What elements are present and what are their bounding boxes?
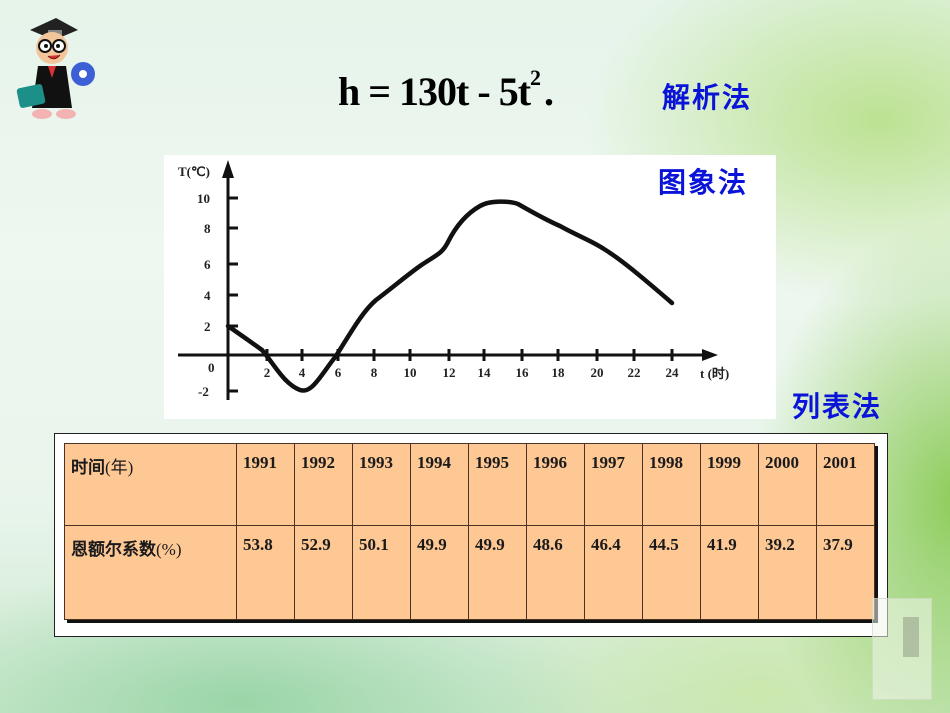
engel-cell: 49.9 <box>410 525 469 620</box>
formula-equals: = <box>368 69 391 114</box>
y-tick-label: 10 <box>197 191 210 206</box>
year-cell: 1998 <box>642 443 701 526</box>
engel-table-frame: 时间(年) 1991 1992 1993 1994 1995 1996 1997… <box>54 433 888 637</box>
x-tick-label: 18 <box>552 365 566 380</box>
temperature-chart: T(℃) 10 8 6 4 2 0 -2 2 4 6 8 10 12 14 16… <box>164 155 776 419</box>
table-row-year: 时间(年) 1991 1992 1993 1994 1995 1996 1997… <box>64 443 875 526</box>
engel-cell: 52.9 <box>294 525 353 620</box>
row-header-engel: 恩额尔系数(%) <box>64 525 237 620</box>
chart-svg: T(℃) 10 8 6 4 2 0 -2 2 4 6 8 10 12 14 16… <box>178 160 729 400</box>
year-cell: 1997 <box>584 443 643 526</box>
temperature-curve <box>225 199 675 393</box>
table-row-engel: 恩额尔系数(%) 53.8 52.9 50.1 49.9 49.9 48.6 4… <box>64 525 875 620</box>
formula-terminator: . <box>544 69 554 114</box>
formula-expression: 130t - 5t <box>399 69 531 114</box>
x-tick-label: 8 <box>371 365 378 380</box>
y-axis-arrow-icon <box>222 160 234 178</box>
year-cell: 1999 <box>700 443 759 526</box>
year-cell: 1993 <box>352 443 411 526</box>
engel-cell: 39.2 <box>758 525 817 620</box>
origin-label: 0 <box>208 360 215 375</box>
y-axis-title: T(℃) <box>178 164 210 179</box>
y-tick-label: -2 <box>198 384 209 399</box>
engel-cell: 50.1 <box>352 525 411 620</box>
x-tick-label: 16 <box>516 365 530 380</box>
engel-coefficient-table: 时间(年) 1991 1992 1993 1994 1995 1996 1997… <box>64 443 875 620</box>
formula: h = 130t - 5t2. <box>338 64 554 115</box>
x-tick-label: 12 <box>443 365 456 380</box>
year-cell: 2000 <box>758 443 817 526</box>
engel-cell: 49.9 <box>468 525 527 620</box>
engel-cell: 44.5 <box>642 525 701 620</box>
engel-cell: 53.8 <box>236 525 295 620</box>
year-cell: 1995 <box>468 443 527 526</box>
year-cell: 1996 <box>526 443 585 526</box>
x-tick-label: 4 <box>299 365 306 380</box>
table-method-label: 列表法 <box>792 390 883 423</box>
year-cell: 1994 <box>410 443 469 526</box>
y-tick-label: 6 <box>204 257 211 272</box>
row-header-unit: (%) <box>156 540 182 559</box>
x-axis-arrow-icon <box>702 349 718 361</box>
engel-cell: 37.9 <box>816 525 875 620</box>
analytic-method-label: 解析法 <box>662 81 753 114</box>
graph-method-label: 图象法 <box>658 166 749 199</box>
x-tick-label: 6 <box>335 365 342 380</box>
y-tick-label: 4 <box>204 288 211 303</box>
x-tick-label: 22 <box>628 365 641 380</box>
graduate-mascot-icon <box>16 18 95 119</box>
x-tick-label: 2 <box>264 365 271 380</box>
engel-cell: 48.6 <box>526 525 585 620</box>
year-cell: 2001 <box>816 443 875 526</box>
row-header-text: 时间 <box>71 458 105 478</box>
x-tick-label: 14 <box>478 365 492 380</box>
engel-cell: 46.4 <box>584 525 643 620</box>
door-decoration-icon <box>872 598 932 700</box>
year-cell: 1992 <box>294 443 353 526</box>
year-cell: 1991 <box>236 443 295 526</box>
x-tick-label: 24 <box>666 365 680 380</box>
x-tick-label: 10 <box>404 365 417 380</box>
formula-lhs: h <box>338 69 360 114</box>
x-tick-label: 20 <box>591 365 604 380</box>
x-axis-title: t (时) <box>700 366 729 381</box>
row-header-unit: (年) <box>105 458 134 477</box>
row-header-year: 时间(年) <box>64 443 237 526</box>
y-tick-label: 8 <box>204 221 211 236</box>
formula-exponent: 2 <box>530 64 541 90</box>
row-header-text: 恩额尔系数 <box>71 540 156 560</box>
y-tick-label: 2 <box>204 319 211 334</box>
engel-cell: 41.9 <box>700 525 759 620</box>
